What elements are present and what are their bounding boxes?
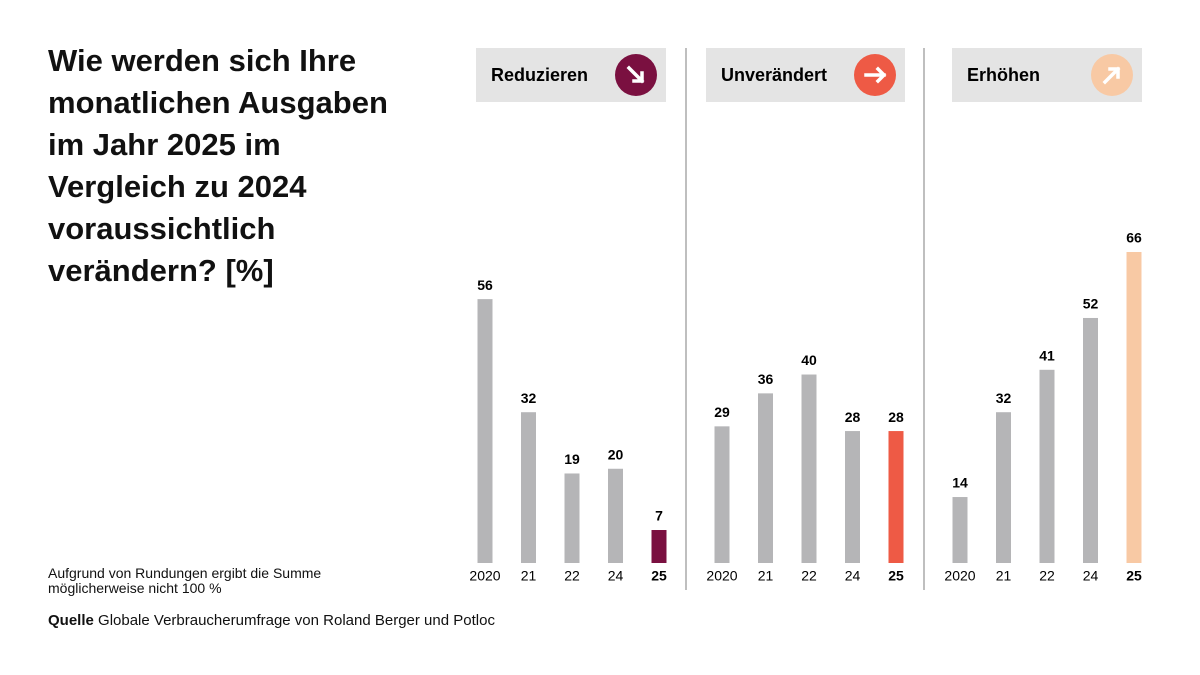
panel-title: Erhöhen (967, 65, 1040, 85)
bar (888, 431, 904, 563)
value-label: 41 (1039, 348, 1055, 364)
value-label: 32 (996, 390, 1012, 406)
value-label: 7 (655, 508, 663, 524)
bar (521, 412, 536, 563)
value-label: 28 (845, 409, 861, 425)
bar (801, 374, 817, 563)
bar (952, 497, 968, 563)
x-tick-label: 24 (608, 568, 624, 584)
bar (608, 468, 623, 563)
x-tick-label: 21 (521, 568, 537, 584)
x-tick-label: 22 (1039, 568, 1055, 584)
bar (1083, 317, 1098, 563)
value-label: 56 (477, 277, 493, 293)
value-label: 52 (1083, 296, 1099, 312)
source: Quelle Globale Verbraucherumfrage von Ro… (48, 612, 495, 629)
value-label: 20 (608, 446, 624, 462)
x-tick-label: 21 (758, 568, 774, 584)
x-tick-label: 25 (651, 568, 667, 584)
x-tick-label: 2020 (706, 568, 737, 584)
value-label: 32 (521, 390, 537, 406)
page-title: Wie werden sich Ihre monatlichen Ausgabe… (48, 43, 388, 288)
value-label: 28 (888, 409, 904, 425)
x-tick-label: 24 (1083, 568, 1099, 584)
bar (758, 393, 773, 563)
bar (996, 412, 1011, 563)
icon-arrow (864, 66, 887, 84)
x-tick-label: 24 (845, 568, 861, 584)
x-tick-label: 25 (888, 568, 904, 584)
x-tick-label: 22 (801, 568, 817, 584)
source-text: Globale Verbraucherumfrage von Roland Be… (98, 612, 495, 629)
value-label: 66 (1126, 230, 1142, 246)
value-label: 36 (758, 371, 774, 387)
bar (1039, 369, 1055, 563)
source-label: Quelle (48, 612, 94, 629)
panel-title: Unverändert (721, 65, 827, 85)
x-tick-label: 21 (996, 568, 1012, 584)
bar (845, 431, 860, 563)
x-tick-label: 22 (564, 568, 580, 584)
x-tick-label: 25 (1126, 568, 1142, 584)
bar (714, 426, 730, 563)
value-label: 19 (564, 451, 580, 467)
bar (1126, 252, 1142, 563)
panel-title: Reduzieren (491, 65, 588, 85)
note: Aufgrund von Rundungen ergibt die Summe … (48, 565, 322, 596)
value-label: 29 (714, 404, 730, 420)
bar (651, 530, 667, 563)
value-label: 14 (952, 475, 968, 491)
x-tick-label: 2020 (944, 568, 975, 584)
x-tick-label: 2020 (469, 568, 500, 584)
icon-arrow (626, 65, 645, 84)
bar (477, 299, 493, 563)
icon-arrow (1102, 66, 1121, 85)
value-label: 40 (801, 352, 817, 368)
bar (564, 473, 580, 563)
